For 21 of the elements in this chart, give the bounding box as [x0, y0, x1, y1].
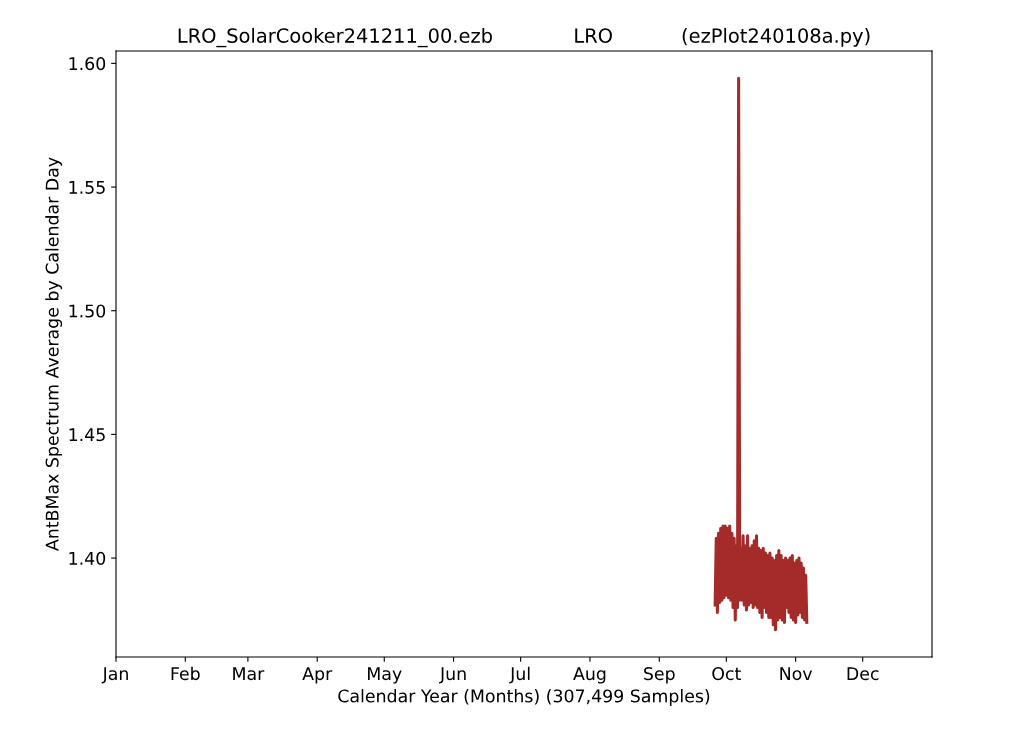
- y-axis-title: AntBMax Spectrum Average by Calendar Day: [45, 157, 63, 551]
- y-tick-label: 1.50: [69, 304, 106, 318]
- y-tick-label: 1.45: [69, 428, 105, 442]
- x-tick-label: May: [368, 667, 402, 684]
- x-axis-title: Calendar Year (Months) (307,499 Samples): [338, 689, 710, 706]
- x-tick-label: Jul: [509, 666, 530, 684]
- x-tick-label: Jun: [439, 667, 466, 684]
- x-tick-label: Feb: [171, 666, 200, 681]
- x-tick-label: Dec: [847, 667, 879, 681]
- chart-title: LRO_SolarCooker241211_00.ezb LRO (ezPlot240108a.py): [178, 27, 870, 48]
- x-tick-label: Oct: [712, 667, 741, 681]
- x-tick-label: Nov: [780, 667, 813, 681]
- x-tick-label: Aug: [573, 667, 606, 684]
- y-tick-label: 1.55: [69, 180, 105, 194]
- x-tick-label: Jan: [101, 667, 128, 684]
- x-tick-label: Apr: [302, 667, 333, 684]
- y-tick-label: 1.60: [69, 57, 106, 71]
- x-tick-label: Sep: [644, 667, 675, 684]
- x-tick-label: Mar: [233, 667, 265, 681]
- y-tick-label: 1.40: [69, 551, 106, 565]
- line-series: [713, 76, 809, 632]
